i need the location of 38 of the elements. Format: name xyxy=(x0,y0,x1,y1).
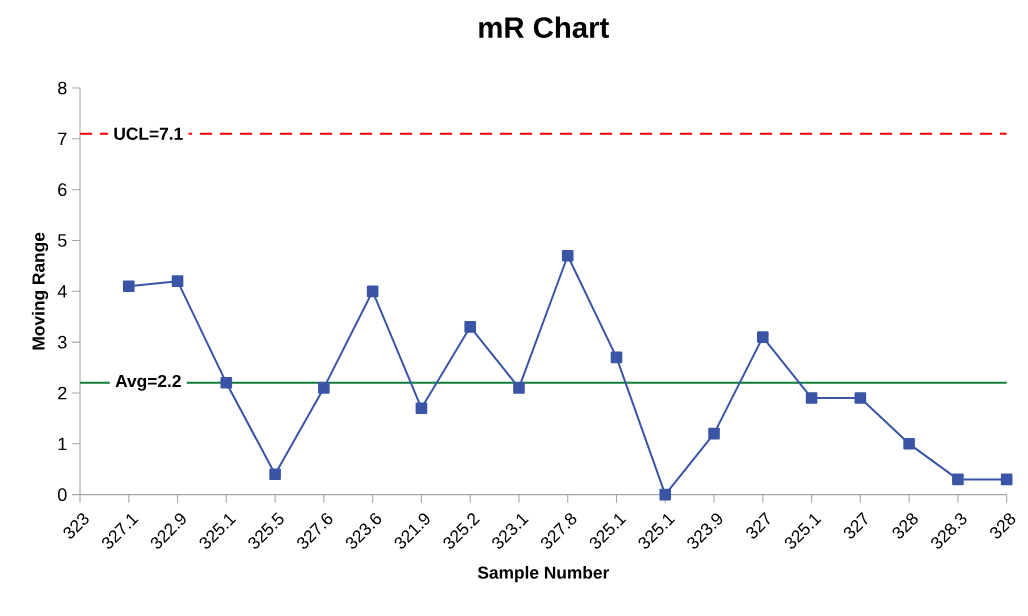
point xyxy=(122,280,135,293)
point xyxy=(464,321,476,333)
point xyxy=(513,382,525,394)
point xyxy=(318,382,330,394)
x-tick-label: 323 xyxy=(63,513,89,539)
y-tick-label: 0 xyxy=(58,488,67,502)
point xyxy=(854,392,867,404)
point xyxy=(757,331,769,343)
point xyxy=(805,392,818,404)
point xyxy=(561,249,574,262)
point xyxy=(1000,473,1013,486)
x-tick-label: 327 xyxy=(843,511,868,539)
point xyxy=(903,438,915,450)
point xyxy=(708,427,720,440)
point xyxy=(171,275,184,287)
ref-line-label: Avg=2.2 xyxy=(115,374,181,391)
point xyxy=(415,402,428,415)
y-tick-label: 3 xyxy=(57,335,67,349)
point xyxy=(220,377,233,389)
ref-line-label: UCL=7.1 xyxy=(114,127,183,140)
chart-title: mR Chart xyxy=(479,16,609,38)
y-tick-label: 4 xyxy=(57,285,67,298)
y-tick-label: 8 xyxy=(58,81,67,95)
x-tick-label: 328 xyxy=(990,513,1016,539)
point xyxy=(366,285,379,298)
x-axis-title: Sample Number xyxy=(477,566,610,583)
y-tick-label: 5 xyxy=(58,234,67,247)
y-axis-title: Moving Range xyxy=(31,232,49,350)
point xyxy=(269,468,281,481)
x-tick-label: 327 xyxy=(746,511,770,539)
x-tick-label: 328 xyxy=(892,513,918,539)
point xyxy=(610,351,623,364)
point xyxy=(659,488,672,501)
y-tick-label: 6 xyxy=(58,183,67,197)
y-tick-label: 1 xyxy=(58,437,67,451)
point xyxy=(952,473,964,486)
y-tick-label: 2 xyxy=(58,386,67,400)
y-tick-label: 7 xyxy=(58,132,67,146)
